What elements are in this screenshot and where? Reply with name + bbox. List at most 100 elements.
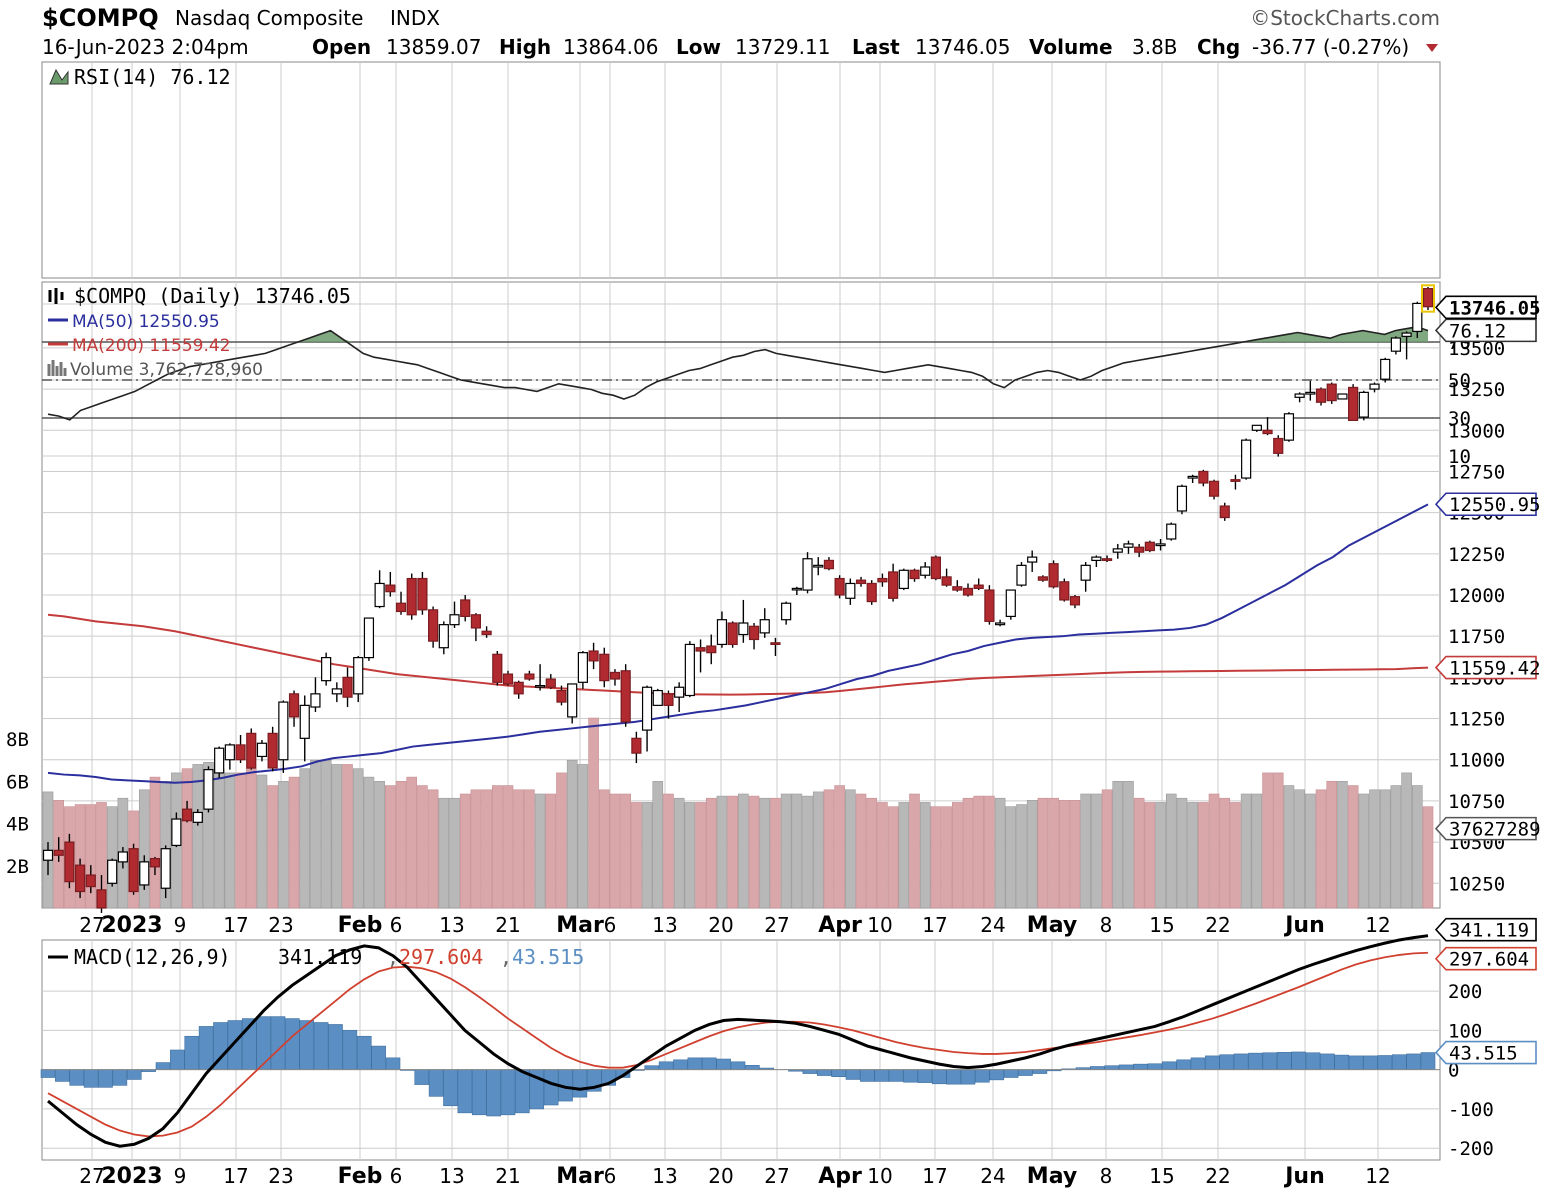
candle-body: [481, 630, 492, 636]
macd-histogram-bar: [385, 1057, 401, 1070]
macd-histogram-bar: [1205, 1055, 1220, 1070]
rsi-value-tag-box: [1434, 318, 1537, 343]
volume-bar: [802, 795, 813, 909]
candle-body: [171, 818, 182, 847]
macd-histogram-bar: [55, 1069, 70, 1082]
chg-down-arrow-icon: [1426, 44, 1438, 52]
candle-body: [695, 647, 706, 652]
x-tick-label: 27: [79, 913, 104, 937]
candle-body: [577, 652, 588, 683]
volume-bar: [1155, 802, 1166, 909]
rsi-axis-label: 10: [1448, 446, 1471, 468]
macd-histogram-bar: [1262, 1052, 1278, 1070]
candle-body: [994, 622, 1006, 626]
volume-bar: [919, 802, 931, 909]
candle-body: [310, 693, 321, 708]
price-legend-icon: [48, 288, 64, 304]
volume-bar: [812, 791, 824, 909]
macd-histogram-bar: [903, 1069, 918, 1083]
candle-body: [1315, 388, 1327, 403]
macd-histogram-bar: [960, 1069, 976, 1085]
volume-bar: [1101, 789, 1113, 909]
volume-bar: [1080, 793, 1091, 909]
volume-bar: [320, 759, 332, 909]
candle-body: [748, 625, 760, 641]
x-tick-label: 8: [1100, 913, 1113, 937]
ma200-value-tag: 11559.42: [1434, 655, 1541, 680]
candle-body: [278, 701, 289, 761]
last-label: Last: [852, 35, 900, 59]
rsi-value-tag-text: 76.12: [1449, 320, 1506, 342]
x-tick-label-bottom: 27: [79, 1164, 104, 1188]
brand-logo: ©StockCharts.com: [1250, 6, 1440, 30]
price-axis-label: 13500: [1448, 338, 1505, 360]
x-tick-label-bottom: Jun: [1283, 1164, 1325, 1189]
macd-histogram-bar: [1133, 1063, 1148, 1070]
volume-bar: [1112, 781, 1124, 909]
candle-body: [631, 737, 642, 754]
candle-body: [930, 556, 942, 580]
candle-body: [353, 656, 364, 695]
volume-bar: [374, 781, 385, 909]
macd-histogram-bar: [98, 1069, 113, 1088]
macd-histogram-bar: [931, 1069, 947, 1085]
candle-body: [556, 689, 567, 703]
x-tick-label-bottom: 17: [223, 1164, 248, 1188]
candle-body: [492, 653, 503, 683]
volume-bar: [417, 785, 428, 909]
macd-histogram-bar: [1032, 1069, 1048, 1074]
x-tick-label-bottom: May: [1027, 1164, 1077, 1189]
volume-bar: [331, 764, 343, 909]
macd-value-tag-box: [1434, 917, 1537, 942]
candle-body: [117, 851, 128, 863]
x-tick-label: 21: [495, 913, 520, 937]
volume-bar: [705, 797, 717, 909]
candle-body: [1422, 287, 1434, 308]
macd-histogram-bar: [1291, 1051, 1306, 1070]
volume-bar: [1219, 797, 1231, 909]
candle-body: [374, 582, 385, 608]
volume-bar: [898, 802, 910, 909]
volume-bar: [74, 804, 86, 909]
macd-value-tag-text: 341.119: [1449, 920, 1529, 942]
volume-bar: [181, 768, 193, 909]
candle-body: [770, 642, 781, 646]
macd-histogram-bar: [198, 1026, 214, 1070]
macd-line: [47, 934, 1429, 1148]
macd-histogram-bar: [184, 1035, 200, 1070]
candle-body: [620, 670, 631, 723]
candle-body: [1358, 391, 1369, 418]
candle-body: [845, 582, 856, 599]
volume-bar: [1294, 789, 1305, 909]
macd-signal-tag-text: 297.604: [1449, 949, 1529, 971]
macd-histogram-bar: [356, 1035, 372, 1070]
candle-body: [417, 577, 428, 611]
volume-bar: [684, 802, 696, 909]
volume-bar: [1283, 785, 1295, 909]
volume-bar: [1091, 793, 1102, 909]
x-tick-label-bottom: Apr: [818, 1164, 862, 1189]
price-last-tag: 13746.05: [1434, 295, 1541, 319]
volume-bar: [759, 797, 771, 909]
candle-body: [962, 587, 974, 596]
chart-datetime: 16-Jun-2023 2:04pm: [42, 35, 249, 59]
chart-symbol: $COMPQ: [42, 4, 159, 32]
volume-bar: [449, 797, 460, 909]
x-tick-label-bottom: 10: [867, 1164, 892, 1188]
volume-bar: [1251, 793, 1263, 909]
volume-bar: [770, 797, 781, 909]
macd-histogram-bar: [414, 1069, 430, 1085]
volume-bar: [470, 789, 482, 909]
volume-bar: [609, 793, 621, 909]
volume-bar: [823, 789, 835, 909]
volume-bar: [1176, 797, 1188, 909]
x-tick-label: 6: [390, 913, 403, 937]
volume-bar: [845, 789, 856, 909]
last-value: 13746.05: [915, 35, 1010, 59]
x-tick-label: May: [1027, 913, 1077, 938]
candle-body: [1208, 480, 1220, 497]
volume-bar: [973, 795, 984, 909]
macd-legend-hist: 43.515: [512, 945, 584, 969]
candle-body: [1048, 563, 1059, 588]
candle-body: [663, 693, 674, 706]
